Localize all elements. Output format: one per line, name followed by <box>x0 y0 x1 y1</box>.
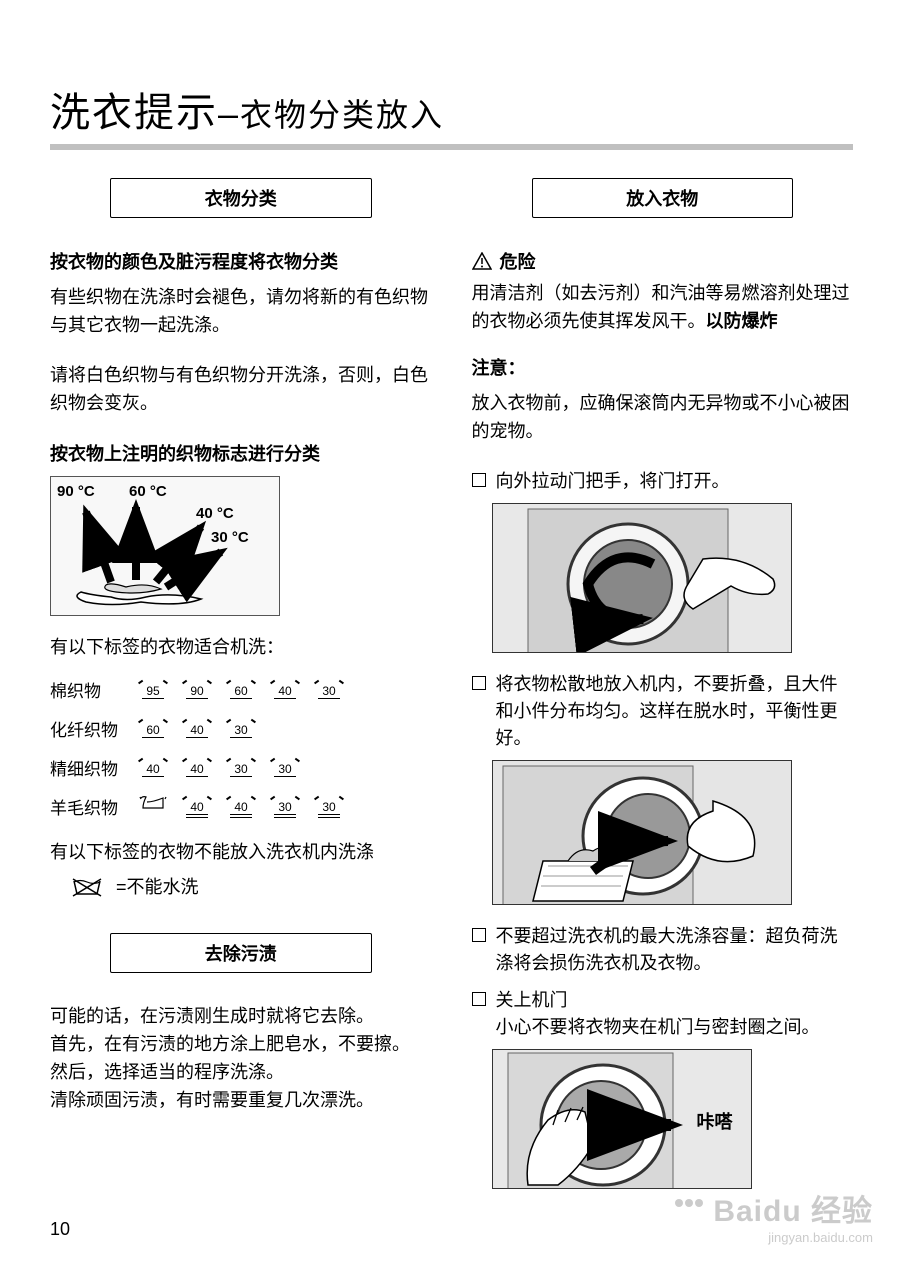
click-sound-label: 咔嗒 <box>697 1108 733 1134</box>
illustration-close: 咔嗒 <box>492 1049 752 1189</box>
note-heading: 注意： <box>472 354 854 380</box>
fabric-row-synthetic: 化纤织物 60 40 30 <box>50 716 432 741</box>
stain-text-2: 首先，在有污渍的地方涂上肥皂水，不要擦。 <box>50 1031 432 1059</box>
watermark-url: jingyan.baidu.com <box>674 1230 873 1245</box>
wash-icon: 30 <box>311 796 347 818</box>
step-text: 将衣物松散地放入机内，不要折叠，且大件和小件分布均匀。这样在脱水时，平衡性更好。 <box>496 671 854 752</box>
danger-heading: 危险 <box>472 248 854 274</box>
text-no-machine: 有以下标签的衣物不能放入洗衣机内洗涤 <box>50 839 432 867</box>
section-box-load: 放入衣物 <box>532 178 794 218</box>
wash-icon: 30 <box>223 719 259 739</box>
fabric-label: 精细织物 <box>50 755 135 780</box>
section-box-sort: 衣物分类 <box>110 178 372 218</box>
watermark-logo: Baidu 经验 <box>674 1186 873 1230</box>
illustration-open-door <box>492 503 792 653</box>
wash-icon: 40 <box>267 680 303 700</box>
step-text: 向外拉动门把手，将门打开。 <box>496 468 730 495</box>
temp-90: 90 °C <box>57 483 95 500</box>
text-color-fade: 有些织物在洗涤时会褪色，请勿将新的有色织物与其它衣物一起洗涤。 <box>50 284 432 340</box>
title-sub: 衣物分类放入 <box>240 97 444 133</box>
fabric-label: 化纤织物 <box>50 716 135 741</box>
wash-icon: 60 <box>135 719 171 739</box>
fabric-row-cotton: 棉织物 95 90 60 40 30 <box>50 677 432 702</box>
step-load-laundry: 将衣物松散地放入机内，不要折叠，且大件和小件分布均匀。这样在脱水时，平衡性更好。 <box>472 671 854 752</box>
temp-60: 60 °C <box>129 483 167 500</box>
stain-text-4: 清除顽固污渍，有时需要重复几次漂洗。 <box>50 1087 432 1115</box>
wash-icon: 30 <box>267 758 303 778</box>
danger-label: 危险 <box>500 248 536 274</box>
page-number: 10 <box>50 1219 70 1240</box>
title-divider <box>50 144 853 150</box>
wash-icon: 30 <box>311 680 347 700</box>
watermark: Baidu 经验 jingyan.baidu.com <box>674 1186 873 1245</box>
illustration-load <box>492 760 792 905</box>
stain-text-3: 然后，选择适当的程序洗涤。 <box>50 1059 432 1087</box>
fabric-label: 羊毛织物 <box>50 794 135 819</box>
step-text: 不要超过洗衣机的最大洗涤容量：超负荷洗涤将会损伤洗衣机及衣物。 <box>496 923 854 977</box>
temp-40: 40 °C <box>196 505 234 522</box>
wash-icon: 90 <box>179 680 215 700</box>
no-wash-icon <box>70 876 104 896</box>
right-column: 放入衣物 危险 用清洁剂（如去污剂）和汽油等易燃溶剂处理过的衣物必须先使其挥发风… <box>472 178 854 1207</box>
step-open-door: 向外拉动门把手，将门打开。 <box>472 468 854 495</box>
title-dash: – <box>218 93 240 134</box>
text-machine-washable: 有以下标签的衣物适合机洗： <box>50 634 432 662</box>
step-text: 关上机门 小心不要将衣物夹在机门与密封圈之间。 <box>496 987 820 1041</box>
no-wash-label: =不能水洗 <box>116 873 199 899</box>
wash-icon: 95 <box>135 680 171 700</box>
step-close-door: 关上机门 小心不要将衣物夹在机门与密封圈之间。 <box>472 987 854 1041</box>
handwash-icon <box>135 794 171 819</box>
fabric-table: 棉织物 95 90 60 40 30 化纤织物 60 40 30 精细织物 40… <box>50 677 432 819</box>
wash-icon: 40 <box>179 758 215 778</box>
fabric-row-delicate: 精细织物 40 40 30 30 <box>50 755 432 780</box>
section-box-stain: 去除污渍 <box>110 933 372 973</box>
note-text: 放入衣物前，应确保滚筒内无异物或不小心被困的宠物。 <box>472 390 854 446</box>
heading-color-sort: 按衣物的颜色及脏污程度将衣物分类 <box>50 248 432 274</box>
text-white-separate: 请将白色织物与有色织物分开洗涤，否则，白色织物会变灰。 <box>50 362 432 418</box>
heading-label-sort: 按衣物上注明的织物标志进行分类 <box>50 440 432 466</box>
fabric-row-wool: 羊毛织物 40 40 30 30 <box>50 794 432 819</box>
wash-icon: 40 <box>223 796 259 818</box>
no-wash-row: =不能水洗 <box>70 873 432 899</box>
stain-text-1: 可能的话，在污渍刚生成时就将它去除。 <box>50 1003 432 1031</box>
danger-text: 用清洁剂（如去污剂）和汽油等易燃溶剂处理过的衣物必须先使其挥发风干。以防爆炸 <box>472 280 854 336</box>
step-max-load: 不要超过洗衣机的最大洗涤容量：超负荷洗涤将会损伤洗衣机及衣物。 <box>472 923 854 977</box>
checkbox-icon <box>472 676 486 690</box>
wash-icon: 30 <box>267 796 303 818</box>
wash-icon: 30 <box>223 758 259 778</box>
wash-icon: 40 <box>135 758 171 778</box>
checkbox-icon <box>472 992 486 1006</box>
warning-icon <box>472 252 492 270</box>
content-columns: 衣物分类 按衣物的颜色及脏污程度将衣物分类 有些织物在洗涤时会褪色，请勿将新的有… <box>50 178 853 1207</box>
checkbox-icon <box>472 928 486 942</box>
wash-icon: 40 <box>179 719 215 739</box>
left-column: 衣物分类 按衣物的颜色及脏污程度将衣物分类 有些织物在洗涤时会褪色，请勿将新的有… <box>50 178 432 1207</box>
title-main: 洗衣提示 <box>50 91 218 135</box>
temp-30: 30 °C <box>211 529 249 546</box>
fabric-label: 棉织物 <box>50 677 135 702</box>
wash-icon: 40 <box>179 796 215 818</box>
temperature-diagram: 90 °C 60 °C 40 °C 30 °C <box>50 476 280 616</box>
page-title: 洗衣提示–衣物分类放入 <box>50 80 853 138</box>
wash-icon: 60 <box>223 680 259 700</box>
checkbox-icon <box>472 473 486 487</box>
